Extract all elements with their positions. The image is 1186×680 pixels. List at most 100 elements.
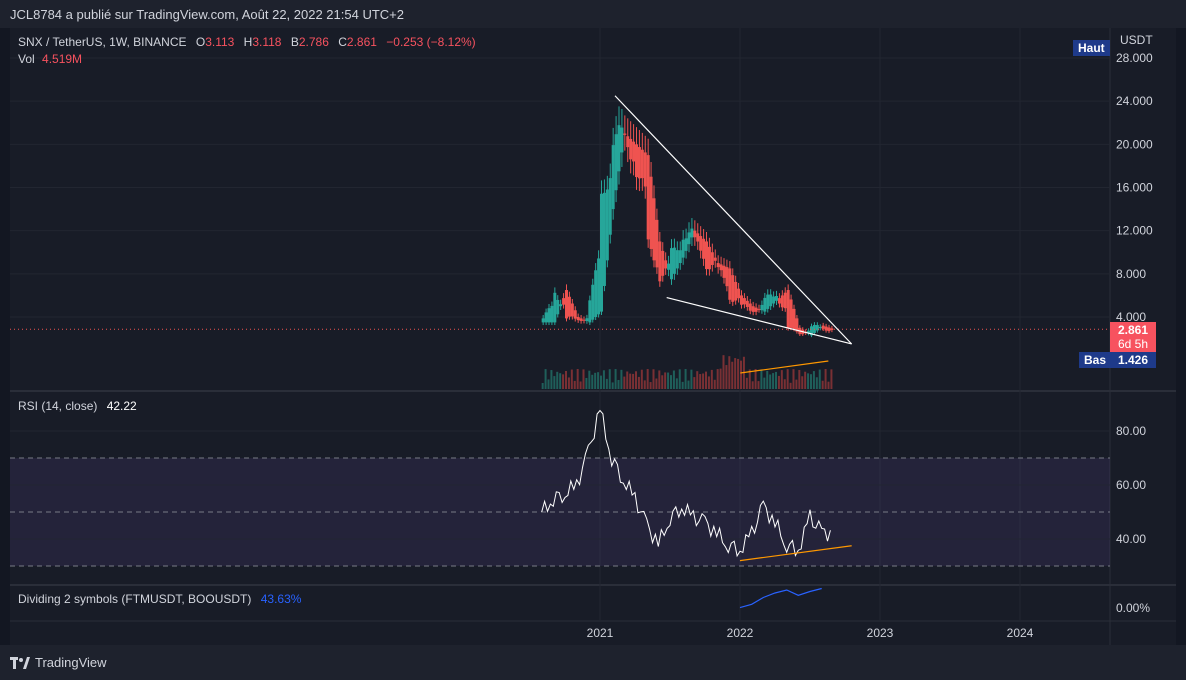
candle-body (690, 228, 694, 238)
candle-body (582, 319, 586, 321)
volume-bar (798, 369, 801, 389)
volume-legend: Vol 4.519M (18, 52, 82, 66)
volume-bar (824, 369, 827, 389)
volume-bar (541, 383, 544, 389)
candle-body (760, 304, 764, 311)
candle-body (629, 138, 633, 160)
volume-bar (678, 369, 681, 389)
volume-bar (611, 382, 614, 389)
volume-bar (594, 372, 597, 389)
candle-body (710, 252, 714, 265)
rsi-tick-label: 40.00 (1116, 532, 1146, 546)
volume-bar (763, 377, 766, 389)
candle-body (681, 239, 685, 258)
volume-bar (777, 375, 780, 389)
volume-bar (789, 382, 792, 389)
volume-bar (696, 371, 699, 389)
candle-body (597, 258, 601, 315)
candle-body (553, 292, 557, 323)
price-tick-label: 20.000 (1116, 137, 1153, 151)
rsi-legend: RSI (14, close) 42.22 (18, 399, 137, 413)
candle-body (734, 281, 738, 301)
candle-body (713, 257, 717, 261)
price-tick-label: 4.000 (1116, 310, 1146, 324)
volume-value: 4.519M (42, 52, 83, 66)
candle-body (556, 299, 560, 315)
high-label: H (243, 35, 253, 49)
candle-body (699, 236, 703, 251)
candle-body (672, 247, 676, 274)
candle-body (550, 305, 554, 323)
low-tag: Bas (1079, 352, 1112, 368)
volume-bar (716, 369, 719, 389)
close-value: 2.861 (346, 35, 377, 49)
candle-body (818, 326, 822, 329)
volume-bar (780, 370, 783, 389)
volume-bar (751, 381, 754, 389)
volume-bar (550, 370, 553, 389)
candle-body (696, 233, 700, 242)
candle-body (777, 298, 781, 304)
candle-body (722, 265, 726, 278)
lower-trendline (666, 296, 852, 345)
candle-body (655, 219, 659, 268)
chart-area[interactable]: 2021 2022 2023 2024 28.000 24.000 20.000 16.000… (10, 28, 1176, 645)
volume-bar (737, 358, 740, 389)
volume-bar (544, 369, 547, 389)
volume-bar (617, 379, 620, 389)
candle-body (786, 290, 790, 329)
open-value: 3.113 (205, 35, 235, 49)
change-value: −0.253 (−8.12%) (386, 35, 476, 49)
price-tick-label: 12.000 (1116, 224, 1153, 238)
volume-bar (570, 369, 573, 389)
volume-bar (588, 370, 591, 389)
price-tick-label: 16.000 (1116, 181, 1153, 195)
candle-body (742, 298, 746, 305)
symbol-label: SNX / TetherUS, 1W, BINANCE (18, 35, 187, 49)
candle-body (614, 134, 618, 191)
volume-bar (810, 374, 812, 389)
currency-label: USDT (1120, 33, 1153, 47)
candle-body (667, 263, 671, 270)
candle-body (728, 268, 732, 300)
volume-bar (646, 369, 649, 389)
rsi-tick-label: 60.00 (1116, 478, 1146, 492)
candle-body (705, 241, 708, 270)
volume-bar (815, 377, 818, 389)
candle-body (810, 326, 813, 336)
volume-bar (643, 380, 646, 389)
volume-bar (821, 380, 824, 389)
candle-body (702, 238, 706, 259)
brand[interactable]: TradingView (10, 655, 107, 670)
volume-bar (626, 371, 629, 389)
candle-body (579, 318, 583, 321)
candle-body (617, 125, 621, 172)
volume-bar (582, 369, 585, 389)
volume-bar (629, 373, 632, 389)
candle-body (766, 294, 770, 309)
chart-svg[interactable]: 2021 2022 2023 2024 28.000 24.000 20.000 16.000… (10, 28, 1176, 645)
volume-bar (772, 373, 775, 389)
volume-bar (640, 369, 643, 389)
candle-body (757, 308, 761, 310)
candle-body (547, 308, 551, 323)
volume-bar (804, 371, 807, 389)
candle-body (783, 292, 787, 309)
volume-bar (690, 369, 693, 389)
candle-body (792, 308, 796, 330)
volume-bar (699, 374, 702, 389)
volume-bar (827, 381, 830, 389)
volume-bar (719, 368, 722, 389)
ratio-tick-label: 0.00% (1116, 601, 1150, 615)
candle-body (754, 307, 758, 312)
candle-body (544, 312, 548, 323)
volume-bar (559, 373, 562, 389)
volume-bar (556, 371, 559, 389)
price-tick-label: 28.000 (1116, 51, 1153, 65)
rsi-label: RSI (14, close) (18, 399, 98, 413)
price-tick-label: 8.000 (1116, 267, 1146, 281)
tradingview-logo-icon (10, 656, 30, 669)
candle-body (693, 230, 697, 238)
candle-body (740, 295, 743, 305)
low-label: B (290, 35, 299, 49)
